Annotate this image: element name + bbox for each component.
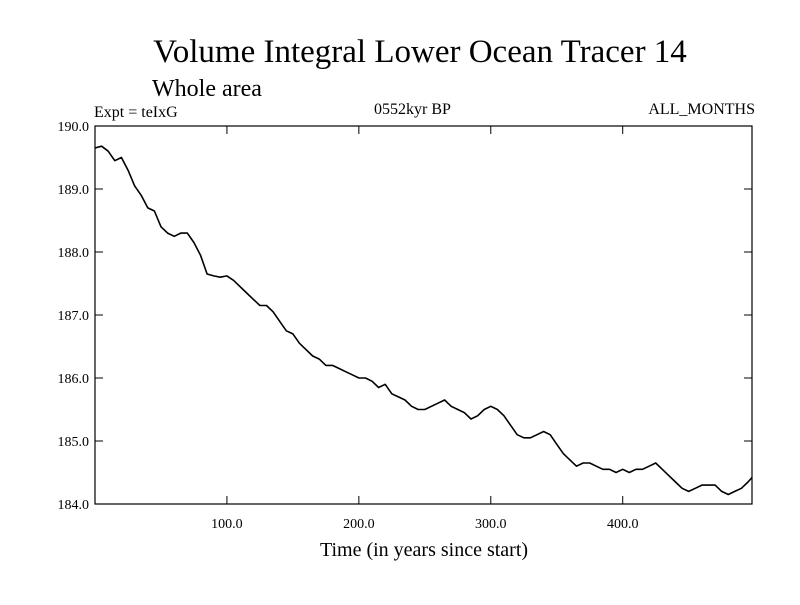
y-tick-label: 185.0: [58, 435, 90, 450]
x-axis-label: Time (in years since start): [320, 539, 528, 561]
y-tick-label: 190.0: [58, 120, 90, 135]
months-label: ALL_MONTHS: [648, 101, 755, 118]
chart-subtitle: Whole area: [152, 76, 262, 102]
series-line: [94, 145, 753, 496]
y-tick-label: 187.0: [58, 309, 90, 324]
expt-label: Expt = teIxG: [94, 104, 178, 121]
chart-title: Volume Integral Lower Ocean Tracer 14: [153, 34, 687, 70]
y-tick-label: 188.0: [58, 246, 90, 261]
x-tick-label: 100.0: [211, 517, 243, 532]
plot-frame: [94, 125, 753, 505]
y-tick-label: 189.0: [58, 183, 90, 198]
period-label: 0552kyr BP: [374, 101, 451, 118]
x-tick-label: 300.0: [475, 517, 507, 532]
y-tick-label: 184.0: [58, 498, 90, 513]
x-tick-label: 200.0: [343, 517, 375, 532]
y-tick-label: 186.0: [58, 372, 90, 387]
x-tick-label: 400.0: [607, 517, 639, 532]
x-axis: 100.0 200.0 300.0 400.0: [211, 126, 638, 532]
y-axis: 184.0 185.0 186.0 187.0 188.0 189.0 190.0: [58, 120, 752, 513]
